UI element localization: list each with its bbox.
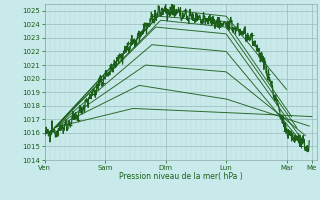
X-axis label: Pression niveau de la mer( hPa ): Pression niveau de la mer( hPa ): [119, 172, 243, 181]
